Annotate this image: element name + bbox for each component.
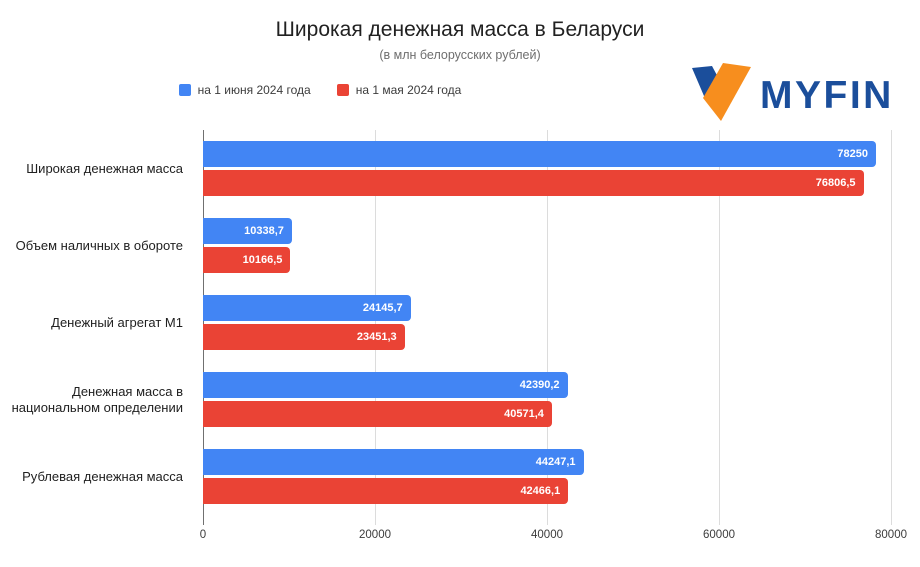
bar-value-label: 42466,1 [520, 485, 561, 497]
bar-value-label: 78250 [837, 148, 868, 160]
bar-value-label: 42390,2 [519, 379, 560, 391]
bar-may: 76806,5 [203, 170, 864, 196]
bar-may: 23451,3 [203, 324, 405, 350]
legend-item-may: на 1 мая 2024 года [336, 83, 462, 97]
bar-may: 42466,1 [203, 478, 569, 504]
bar-may: 40571,4 [203, 401, 552, 427]
bar-group: 44247,1 42466,1 [203, 449, 891, 504]
gridline [891, 130, 892, 525]
x-tick-label: 80000 [875, 529, 907, 541]
legend-item-june: на 1 июня 2024 года [178, 83, 311, 97]
legend-swatch-blue-icon [178, 84, 191, 96]
chart-subtitle: (в млн белорусских рублей) [379, 48, 541, 62]
bar-june: 42390,2 [203, 372, 568, 398]
bar-may: 10166,5 [203, 247, 291, 273]
bar-june: 24145,7 [203, 295, 411, 321]
myfin-logo: MYFIN [690, 62, 906, 124]
myfin-logo-icon: MYFIN [692, 63, 894, 121]
chart-legend: на 1 июня 2024 года на 1 мая 2024 года [0, 83, 640, 97]
bar-value-label: 10166,5 [242, 254, 283, 266]
bar-group: 42390,2 40571,4 [203, 372, 891, 427]
x-tick-label: 40000 [531, 529, 563, 541]
myfin-logo-text: MYFIN [760, 74, 894, 117]
bar-value-label: 23451,3 [356, 331, 397, 343]
x-tick-label: 60000 [703, 529, 735, 541]
category-label: Широкая денежная масса [26, 160, 183, 176]
plot-area: 78250 76806,5 10338,7 10166,5 24145,7 23451,3… [203, 130, 892, 525]
bar-june: 44247,1 [203, 449, 584, 475]
bar-june: 78250 [203, 141, 876, 167]
category-label: Объем наличных в обороте [15, 237, 183, 253]
bar-value-label: 40571,4 [504, 408, 544, 420]
category-axis: Широкая денежная масса Объем наличных в о… [0, 130, 193, 515]
bar-group: 78250 76806,5 [203, 141, 891, 196]
legend-label: на 1 июня 2024 года [197, 83, 311, 97]
chart-title: Широкая денежная масса в Беларуси [275, 18, 645, 41]
bar-value-label: 10338,7 [244, 225, 284, 237]
legend-label: на 1 мая 2024 года [355, 83, 462, 97]
bar-group: 24145,7 23451,3 [203, 295, 891, 350]
x-tick-label: 0 [199, 529, 207, 541]
bar-group: 10338,7 10166,5 [203, 218, 891, 273]
gridline [719, 130, 720, 525]
bar-value-label: 76806,5 [815, 177, 856, 189]
bar-june: 10338,7 [203, 218, 292, 244]
gridline [547, 130, 548, 525]
bar-value-label: 44247,1 [535, 456, 576, 468]
category-label: Денежная масса в национальном определени… [11, 383, 183, 415]
category-label: Рублевая денежная масса [22, 468, 183, 484]
bar-value-label: 24145,7 [362, 302, 403, 314]
x-axis: 0 20000 40000 60000 80000 [199, 529, 907, 545]
x-tick-label: 20000 [359, 529, 391, 541]
category-label: Денежный агрегат M1 [51, 314, 183, 330]
legend-swatch-red-icon [336, 84, 349, 96]
